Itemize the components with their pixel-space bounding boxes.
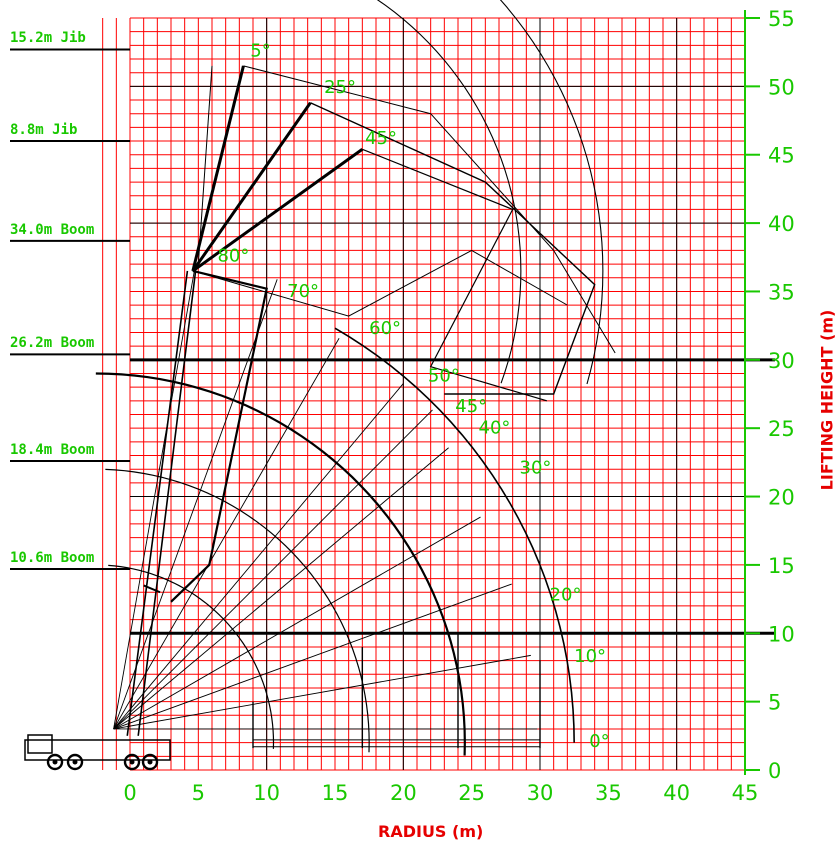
crane-wheel (66, 753, 84, 771)
crane-wheel (141, 753, 159, 771)
y-tick-label: 10 (768, 622, 795, 646)
jib-range-line (192, 249, 568, 317)
angle-label: 60° (369, 318, 401, 339)
boom-label: 18.4m Boom (10, 441, 95, 458)
y-tick-label: 25 (768, 417, 795, 441)
y-tick-label: 0 (768, 759, 781, 783)
crane-cab (27, 734, 53, 754)
angle-ray (113, 338, 340, 730)
angle-label: 80° (217, 245, 249, 266)
jib-lattice-45deg (191, 148, 364, 273)
x-tick-label: 20 (390, 781, 417, 805)
jib-envelope (362, 148, 548, 402)
y-tick-label: 35 (768, 280, 795, 304)
angle-label: 5° (250, 40, 270, 61)
x-tick-label: 15 (322, 781, 349, 805)
telescopic-boom (137, 270, 197, 736)
crane-wheel (46, 753, 64, 771)
telescopic-boom (126, 270, 189, 736)
x-tick-label: 0 (123, 781, 136, 805)
y-tick-label: 15 (768, 554, 795, 578)
crane-hub (129, 759, 135, 765)
boom-label: 8.8m Jib (10, 122, 78, 139)
jib-lattice-25deg (191, 101, 312, 272)
y-tick-label: 55 (768, 7, 795, 31)
jib-lattice-5deg (191, 65, 245, 272)
y-tick-label: 50 (768, 75, 795, 99)
angle-label: 25° (324, 77, 356, 98)
angle-ray (113, 447, 449, 730)
boom-label: 34.0m Boom (10, 221, 95, 238)
crane-hub (72, 759, 78, 765)
x-axis-title: RADIUS (m) (378, 822, 484, 841)
angle-ray (113, 279, 278, 730)
jib-lattice-5deg (197, 65, 213, 265)
crane-hub (147, 759, 153, 765)
x-tick-label: 35 (595, 781, 622, 805)
angle-ray (113, 516, 481, 730)
range-arc-mid-boom (105, 468, 370, 753)
boom-section-joint (143, 584, 161, 594)
crane-wheel (123, 753, 141, 771)
angle-label: 45° (455, 396, 487, 417)
y-axis-title: LIFTING HEIGHT (m) (817, 309, 837, 491)
x-tick-label: 10 (253, 781, 280, 805)
x-tick-label: 45 (732, 781, 759, 805)
y-tick-label: 40 (768, 212, 795, 236)
x-tick-label: 40 (663, 781, 690, 805)
angle-label: 0° (589, 731, 609, 752)
angle-ray (113, 583, 512, 730)
y-tick-label: 20 (768, 486, 795, 510)
y-tick-label: 5 (768, 691, 781, 715)
angle-label: 10° (574, 646, 606, 667)
jib-arc-outer (499, 0, 604, 385)
y-tick-label: 45 (768, 144, 795, 168)
boom-envelope (170, 269, 268, 603)
range-arc-long-boom (95, 372, 466, 756)
angle-ray (113, 654, 531, 730)
x-tick-label: 25 (458, 781, 485, 805)
x-tick-label: 5 (192, 781, 205, 805)
angle-label: 30° (520, 457, 552, 478)
range-arc-short-boom (108, 564, 275, 749)
crane-carrier (24, 739, 171, 761)
angle-ray (113, 383, 404, 730)
boom-label: 10.6m Boom (10, 550, 95, 566)
angle-label: 70° (287, 281, 319, 302)
range-arc-34m-boom (334, 327, 575, 743)
x-tick-label: 30 (527, 781, 554, 805)
angle-ray (113, 257, 198, 730)
boom-label: 26.2m Boom (10, 335, 95, 352)
boom-label: 15.2m Jib (10, 30, 86, 47)
jib-envelope (243, 65, 616, 354)
y-tick-label: 30 (768, 349, 795, 373)
angle-label: 50° (428, 366, 460, 387)
angle-ray (113, 409, 433, 730)
crane-hub (52, 759, 58, 765)
jib-arc-inner (376, 0, 522, 384)
jib-envelope (310, 102, 596, 395)
angle-label: 20° (550, 584, 582, 605)
angle-label: 45° (365, 128, 397, 149)
angle-label: 40° (479, 418, 511, 439)
